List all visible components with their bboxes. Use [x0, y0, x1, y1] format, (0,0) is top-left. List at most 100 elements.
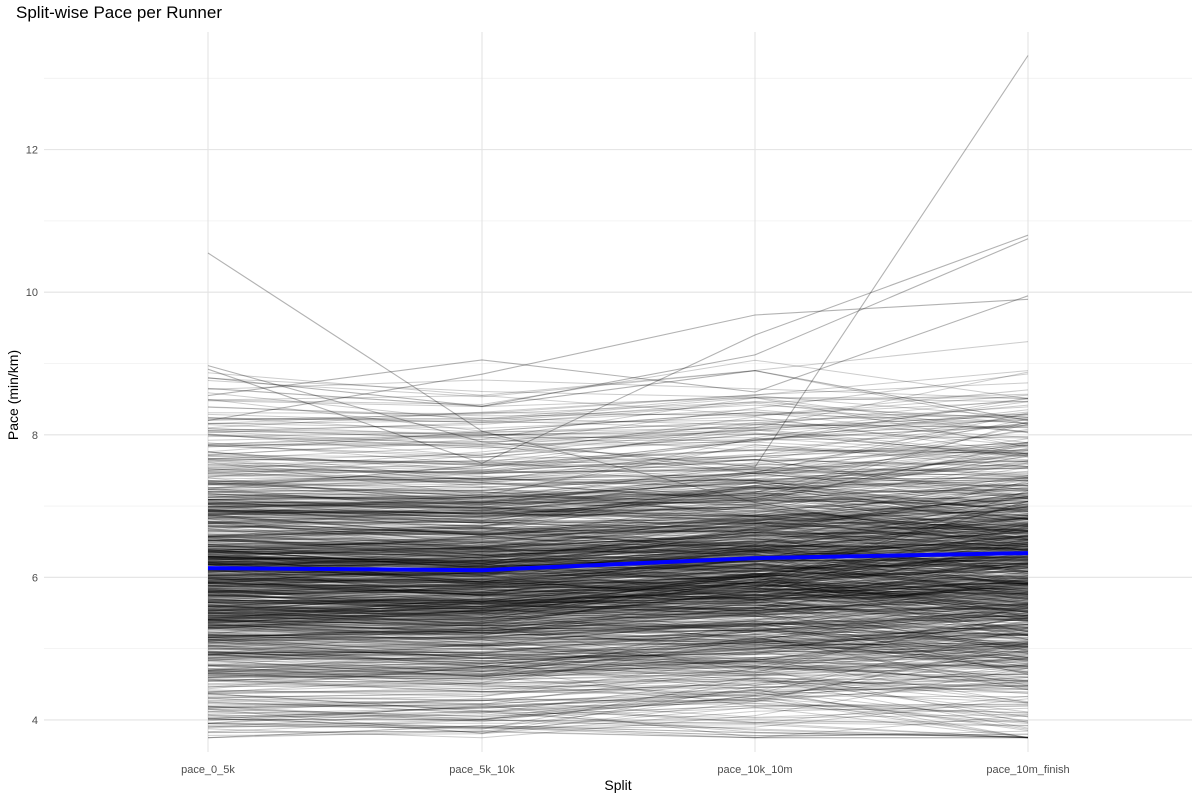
runner-line — [207, 573, 1029, 592]
runner-line — [207, 645, 1029, 718]
runner-line — [207, 718, 1029, 739]
runner-line — [207, 625, 1029, 661]
runner-line — [207, 419, 1029, 446]
runner-line — [207, 492, 1029, 547]
runner-line — [207, 480, 1029, 517]
runner-line — [207, 590, 1029, 629]
runner-line — [207, 591, 1029, 615]
runner-line — [207, 238, 1029, 407]
runner-line — [207, 626, 1029, 688]
runner-line — [207, 589, 1029, 631]
x-axis-title: Split — [604, 777, 631, 793]
runner-line — [207, 557, 1029, 578]
runner-line — [207, 515, 1029, 539]
runner-line — [207, 598, 1029, 621]
runner-line — [207, 547, 1029, 580]
runner-line — [207, 586, 1029, 650]
runner-line — [207, 508, 1029, 536]
runner-line — [207, 527, 1029, 565]
runner-line — [207, 518, 1029, 549]
runner-line — [207, 569, 1029, 595]
runner-line — [207, 567, 1029, 605]
runner-line — [207, 502, 1029, 572]
runner-line — [207, 593, 1029, 637]
runner-line — [207, 541, 1029, 564]
runner-line — [207, 413, 1029, 449]
runner-line — [207, 575, 1029, 619]
runner-line — [207, 483, 1029, 539]
runner-line — [207, 601, 1029, 640]
runner-line — [207, 585, 1029, 598]
runner-line — [207, 695, 1029, 724]
runner-line — [207, 497, 1029, 533]
runner-line — [207, 559, 1029, 615]
runner-line — [207, 570, 1029, 596]
runner-line — [207, 606, 1029, 651]
runner-line — [207, 465, 1029, 501]
runner-line — [207, 598, 1029, 636]
runner-line — [207, 639, 1029, 669]
runner-line — [207, 525, 1029, 543]
runner-line — [207, 625, 1029, 663]
runner-line — [207, 525, 1029, 537]
runner-line — [207, 546, 1029, 568]
runner-line — [207, 568, 1029, 591]
runner-line — [207, 603, 1029, 623]
runner-line — [207, 461, 1029, 510]
runner-line — [207, 651, 1029, 693]
runner-line — [207, 555, 1029, 592]
runner-line — [207, 495, 1029, 520]
runner-line — [207, 487, 1029, 518]
runner-line — [207, 448, 1029, 466]
runner-line — [207, 462, 1029, 515]
runner-line — [207, 607, 1029, 634]
runner-line — [207, 554, 1029, 585]
runner-line — [207, 548, 1029, 593]
runner-line — [207, 731, 1028, 739]
runner-line — [207, 579, 1029, 603]
runner-line — [207, 575, 1029, 589]
runner-line — [207, 373, 1029, 446]
runner-line — [207, 673, 1029, 703]
runner-line — [207, 609, 1029, 630]
runner-line — [207, 577, 1029, 627]
runner-line — [207, 639, 1029, 668]
runner-line — [207, 623, 1029, 667]
runner-line — [207, 556, 1029, 578]
runner-line — [207, 418, 1029, 438]
runner-line — [207, 537, 1029, 560]
runner-line — [207, 604, 1029, 643]
runner-line — [207, 535, 1029, 557]
runner-line — [207, 507, 1029, 547]
runner-line — [207, 499, 1029, 517]
runner-line — [207, 619, 1029, 634]
runner-line — [207, 641, 1029, 659]
runner-line — [207, 541, 1029, 563]
runner-line — [207, 579, 1029, 596]
runner-line — [207, 577, 1029, 594]
runner-line — [207, 631, 1029, 647]
runner-line — [207, 582, 1029, 622]
runner-line — [207, 597, 1029, 620]
runner-line — [207, 573, 1029, 622]
runner-line — [207, 606, 1029, 646]
runner-line — [207, 409, 1029, 468]
runner-line — [207, 252, 1029, 546]
runner-line — [207, 639, 1029, 661]
runner-line — [207, 541, 1029, 598]
runner-line — [207, 682, 1029, 729]
runner-line — [207, 530, 1029, 550]
runner-line — [207, 449, 1029, 465]
runner-line — [207, 604, 1029, 627]
runner-line — [207, 532, 1029, 559]
runner-line — [207, 546, 1029, 562]
runner-line — [207, 489, 1029, 548]
runner-line — [207, 639, 1029, 650]
runner-line — [207, 570, 1029, 599]
runner-line — [207, 419, 1029, 455]
runner-line — [207, 578, 1029, 620]
runner-line — [207, 698, 1029, 729]
runner-line — [207, 506, 1029, 534]
runner-line — [207, 557, 1029, 593]
runner-line — [207, 627, 1029, 643]
